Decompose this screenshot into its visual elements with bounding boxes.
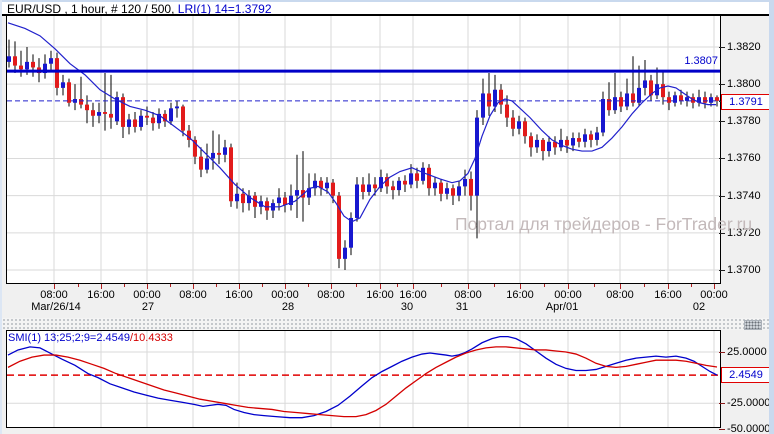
time-tick-minor: [644, 284, 645, 287]
price-tick-label: 1.3780: [727, 115, 761, 128]
smi-indicator-title: SMI(1) 13;25;2;9=2.4549/10.4333: [8, 332, 173, 344]
time-tick-label: 16:00: [366, 289, 394, 301]
time-tick: [714, 284, 715, 289]
price-tick-label: 1.3720: [727, 226, 761, 239]
watermark: Портал для трейдеров - ForTrader.ru: [455, 214, 753, 234]
date-label: 30: [400, 301, 414, 313]
time-tick: [413, 284, 414, 289]
time-tick-label: 16:00: [225, 289, 253, 301]
date-label: 02: [692, 301, 706, 313]
smi-tick-label: 25.0000: [727, 346, 767, 358]
smi-tick: [719, 403, 725, 405]
time-tick-minor: [494, 284, 495, 287]
time-tick: [101, 284, 102, 289]
time-tick-label: 16:00: [506, 289, 534, 301]
window-frame-left: [0, 0, 2, 434]
smi-line-signal: [7, 346, 718, 418]
time-tick-label: 00:00: [700, 289, 728, 301]
time-tick-minor: [124, 284, 125, 287]
price-tick-label: 1.3820: [727, 41, 761, 53]
time-tick-minor: [544, 284, 545, 287]
price-tick: [719, 232, 725, 234]
time-tick-label: 08:00: [179, 289, 207, 301]
window-frame-top: [0, 0, 774, 2]
time-tick-label: 08:00: [317, 289, 345, 301]
time-tick-label: 08:00: [606, 289, 634, 301]
time-tick-minor: [78, 284, 79, 287]
time-tick: [239, 284, 240, 289]
smi-grid: [7, 331, 720, 427]
time-tick-minor: [441, 284, 442, 287]
time-tick-minor: [356, 284, 357, 287]
time-tick-minor: [594, 284, 595, 287]
panel-splitter[interactable]: [2, 318, 770, 330]
lri-line: [7, 22, 716, 223]
time-tick: [380, 284, 381, 289]
time-tick-label: 00:00: [271, 289, 299, 301]
time-tick-minor: [216, 284, 217, 287]
main-price-chart[interactable]: [6, 15, 721, 284]
time-tick: [54, 284, 55, 289]
price-tick: [719, 121, 725, 123]
date-label: 28: [281, 301, 295, 313]
chart-header-strip: [2, 2, 769, 14]
time-tick: [147, 284, 148, 289]
price-tick: [719, 84, 725, 86]
price-tick: [719, 195, 725, 197]
time-tick-label: 16:00: [87, 289, 115, 301]
time-tick: [620, 284, 621, 289]
smi-tick: [719, 352, 725, 353]
price-tick-label: 1.3700: [727, 263, 761, 276]
time-tick-label: 16:00: [399, 289, 427, 301]
smi-current-value-label: 2.4549: [721, 367, 771, 383]
smi-title-main: SMI(1) 13;25;2;9=2.4549: [8, 332, 130, 344]
time-tick: [331, 284, 332, 289]
price-tick: [719, 47, 725, 48]
time-tick-label: 16:00: [654, 289, 682, 301]
date-label: 31: [455, 301, 469, 313]
resistance-level-label: 1.3807: [684, 55, 718, 67]
time-tick: [285, 284, 286, 289]
chart-title-symbol: EUR/USD , 1 hour, # 120 / 500,: [7, 2, 178, 16]
smi-indicator-panel[interactable]: [6, 330, 721, 428]
price-tick: [719, 158, 725, 160]
date-label: 27: [141, 301, 155, 313]
time-tick: [568, 284, 569, 289]
candles: [7, 39, 719, 270]
main-grid: [7, 16, 720, 283]
smi-tick-label: -25.0000: [727, 397, 771, 410]
price-tick: [719, 269, 725, 271]
time-tick-label: 00:00: [554, 289, 582, 301]
time-tick: [193, 284, 194, 289]
splitter-grip-icon[interactable]: [744, 320, 762, 330]
date-label: Mar/26/14: [31, 301, 81, 313]
time-tick: [668, 284, 669, 289]
current-price-label: 1.3791: [721, 94, 771, 110]
time-tick-label: 08:00: [40, 289, 68, 301]
time-tick: [468, 284, 469, 289]
time-tick-minor: [397, 284, 398, 287]
time-tick-minor: [691, 284, 692, 287]
smi-tick: [719, 428, 725, 430]
time-tick-label: 00:00: [133, 289, 161, 301]
date-label: Apr/01: [545, 301, 579, 313]
price-tick-label: 1.3760: [727, 152, 761, 165]
time-tick-minor: [262, 284, 263, 287]
chart-header: EUR/USD , 1 hour, # 120 / 500, LRI(1) 14…: [7, 2, 767, 16]
chart-title-indicator: LRI(1) 14=1.3792: [177, 2, 272, 16]
window-frame-right[interactable]: [769, 0, 774, 434]
time-tick-minor: [308, 284, 309, 287]
time-tick-label: 08:00: [454, 289, 482, 301]
smi-tick-label: -50.0000: [727, 422, 771, 434]
price-tick-label: 1.3800: [727, 78, 761, 91]
smi-line-SMI: [7, 335, 718, 419]
smi-title-signal: /10.4333: [130, 332, 173, 344]
time-tick-minor: [170, 284, 171, 287]
time-tick: [520, 284, 521, 289]
price-tick-label: 1.3740: [727, 189, 761, 202]
